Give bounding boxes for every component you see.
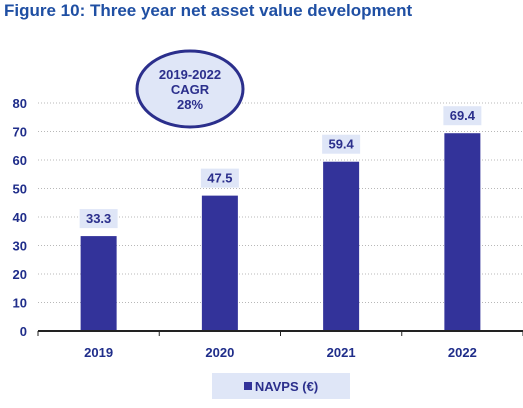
bar-2022 [444,133,481,331]
data-label-bg [443,106,482,126]
y-tick-label: 40 [13,210,27,225]
y-tick-label: 50 [13,182,27,197]
data-labels: 33.3 47.5 59.4 69.4 [79,106,482,229]
bars [80,133,481,331]
x-axis-ticks: 2019 2020 2021 2022 [84,345,477,360]
data-label: 33.3 [86,211,111,226]
y-tick-label: 30 [13,239,27,254]
data-label-bg [322,134,361,154]
legend: NAVPS (€) [212,373,350,399]
cagr-text-line: CAGR [171,82,210,97]
axes [37,330,523,336]
cagr-ellipse [135,49,245,129]
x-tick-label: 2019 [84,345,113,360]
y-axis-ticks: 0 10 20 30 40 50 60 70 80 [13,96,27,339]
bar-2021 [323,161,360,331]
cagr-text-line: 2019-2022 [159,67,221,82]
y-tick-label: 10 [13,296,27,311]
data-label: 59.4 [328,137,354,152]
cagr-text-line: 28% [177,97,203,112]
bar-2019 [80,236,117,331]
legend-swatch [243,382,252,390]
data-label: 47.5 [207,171,232,186]
x-tick-label: 2020 [205,345,234,360]
legend-label: NAVPS (€) [254,378,319,394]
y-tick-label: 0 [20,324,27,339]
data-label-bg [79,209,118,229]
data-label: 69.4 [450,108,476,123]
y-tick-label: 20 [13,267,27,282]
data-label-bg [200,168,239,188]
bar-2020 [201,195,238,331]
x-tick-label: 2021 [327,345,356,360]
chart-title: Figure 10: Three year net asset value de… [4,1,413,20]
y-tick-label: 80 [13,96,27,111]
y-tick-label: 60 [13,153,27,168]
y-tick-label: 70 [13,125,27,140]
x-tick-label: 2022 [448,345,477,360]
